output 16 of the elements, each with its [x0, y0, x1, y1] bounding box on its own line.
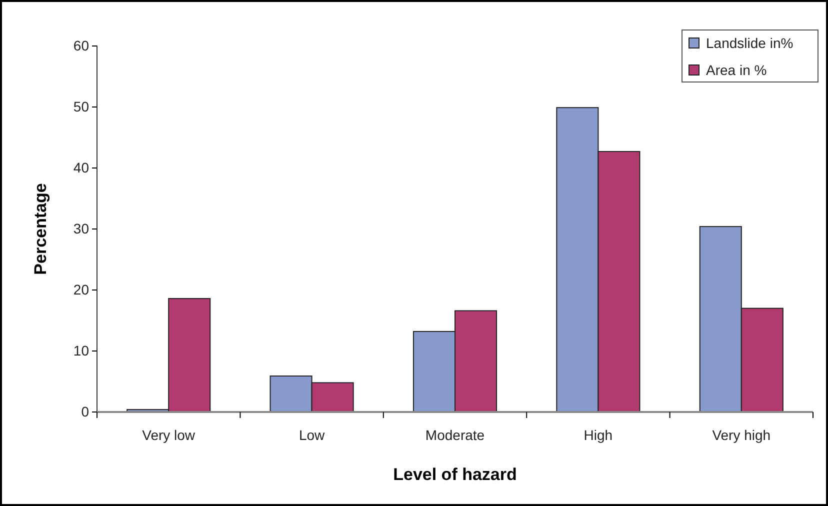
x-tick-label: Low: [298, 427, 326, 443]
y-tick-label: 60: [73, 37, 90, 54]
x-tick-label: Very low: [142, 427, 196, 443]
x-tick-label: Very high: [712, 427, 771, 443]
x-tick-label: Moderate: [425, 427, 485, 443]
legend-label: Landslide in%: [706, 35, 794, 51]
x-tick-label: High: [584, 427, 613, 443]
y-tick-label: 20: [73, 281, 90, 298]
y-tick-label: 50: [73, 98, 90, 114]
y-tick-label: 40: [73, 159, 90, 176]
y-axis-title: Percentage: [31, 183, 50, 275]
y-tick-label: 10: [73, 342, 90, 358]
y-tick-label: 30: [73, 220, 90, 236]
x-axis-title: Level of hazard: [393, 465, 517, 484]
legend-label: Area in %: [706, 62, 767, 78]
y-tick-label: 0: [81, 403, 90, 420]
